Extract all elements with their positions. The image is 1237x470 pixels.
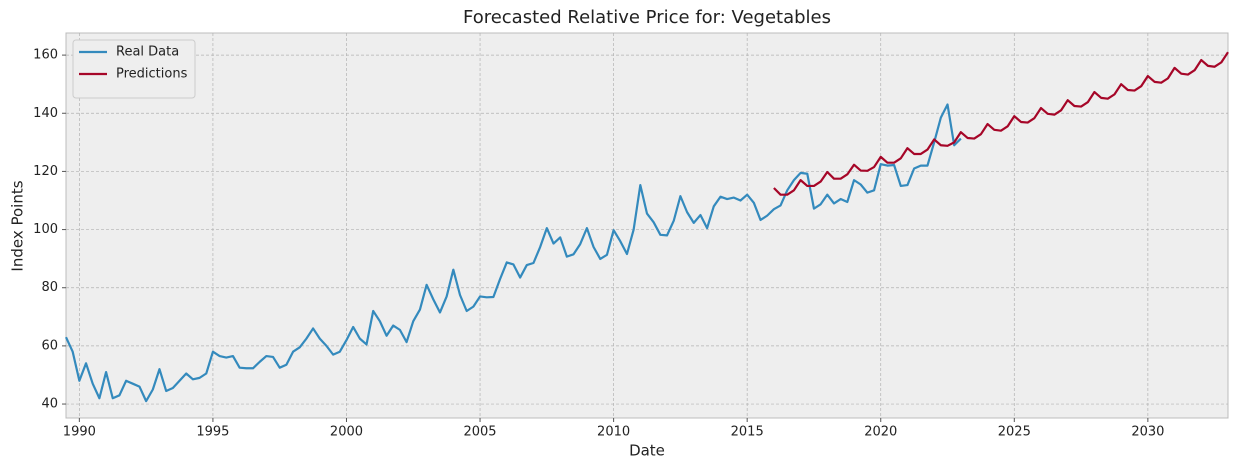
y-tick-label: 40	[41, 397, 58, 412]
x-tick-label: 1990	[63, 425, 96, 440]
plot-area	[65, 32, 1229, 419]
y-axis-label: Index Points	[9, 180, 27, 271]
x-tick-label: 2005	[463, 425, 496, 440]
legend: Real Data Predictions	[72, 39, 196, 99]
x-tick-label: 2025	[998, 425, 1031, 440]
x-tick-label: 2030	[1131, 425, 1164, 440]
x-tick-label: 2010	[597, 425, 630, 440]
y-tick-label: 160	[33, 48, 58, 63]
lines	[65, 51, 1229, 403]
legend-label: Real Data	[116, 45, 179, 60]
y-tick-label: 120	[33, 164, 58, 179]
x-axis-label: Date	[629, 442, 665, 460]
x-tick-label: 2015	[731, 425, 764, 440]
grid: 1990 1995 2000 2005 2010 2015 2020 2025 2030 40 60…	[33, 33, 1228, 440]
legend-label: Predictions	[116, 67, 188, 82]
y-tick-label: 100	[33, 222, 58, 237]
x-tick-label: 1995	[196, 425, 229, 440]
y-tick-label: 140	[33, 106, 58, 121]
series-line	[773, 51, 1229, 196]
y-tick-label: 60	[41, 338, 58, 353]
y-tick-label: 80	[41, 280, 58, 295]
x-tick-label: 2020	[864, 425, 897, 440]
series-line	[65, 103, 962, 403]
chart-title: Forecasted Relative Price for: Vegetable…	[463, 7, 831, 28]
x-tick-label: 2000	[330, 425, 363, 440]
legend-box	[72, 39, 196, 99]
